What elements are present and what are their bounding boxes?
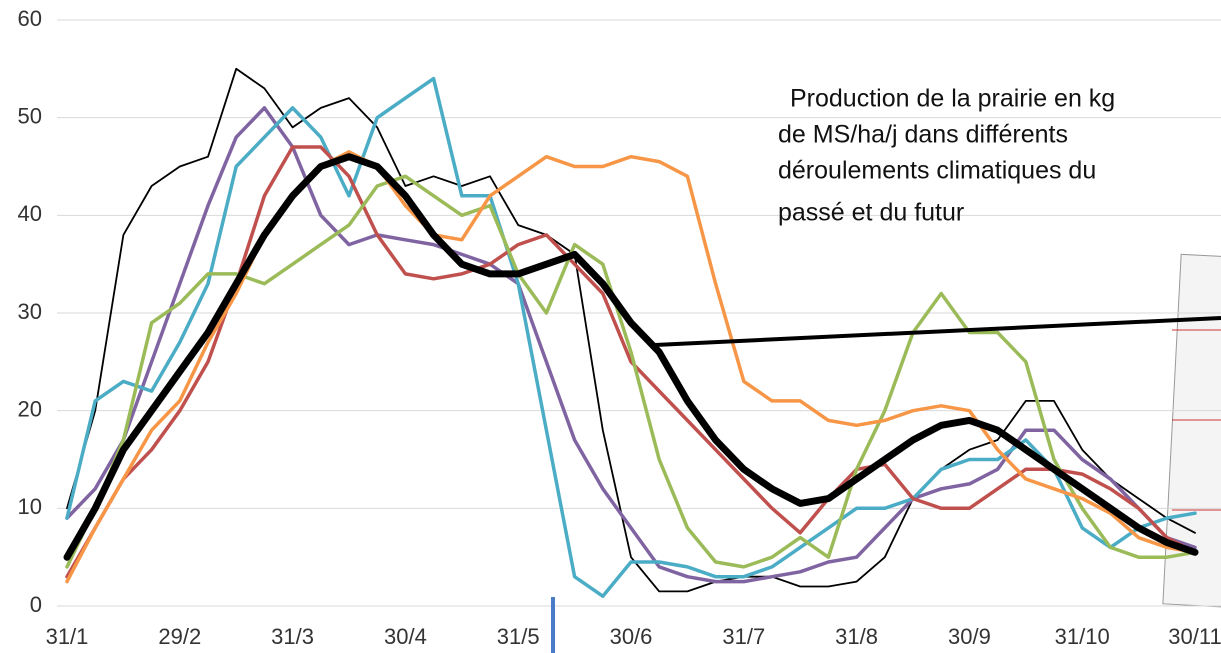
y-tick-label: 60 <box>18 6 42 31</box>
x-tick-label: 31/7 <box>722 624 765 649</box>
annotation: déroulements climatiques du <box>778 157 1096 185</box>
x-tick-label: 31/10 <box>1055 624 1110 649</box>
annotation: Production de la prairie en kg <box>790 85 1115 113</box>
y-tick-label: 40 <box>18 201 42 226</box>
y-tick-label: 0 <box>30 592 42 617</box>
x-tick-label: 30/4 <box>384 624 427 649</box>
x-tick-label: 30/9 <box>948 624 991 649</box>
x-tick-label: 30/6 <box>610 624 653 649</box>
series-line <box>65 145 1197 579</box>
x-tick-label: 31/8 <box>835 624 878 649</box>
series-line <box>63 153 1199 561</box>
x-tick-label: 31/3 <box>271 624 314 649</box>
x-tick-label: 30/11 <box>1168 624 1221 649</box>
x-tick-label: 29/2 <box>158 624 201 649</box>
inset-photo <box>1162 253 1221 608</box>
y-tick-label: 50 <box>18 103 42 128</box>
series-line <box>66 67 1196 593</box>
y-tick-label: 20 <box>18 396 42 421</box>
series-line <box>65 76 1197 598</box>
annotation: passé et du futur <box>778 199 964 227</box>
y-tick-label: 10 <box>18 494 42 519</box>
series-line <box>65 174 1197 569</box>
annotation: de MS/ha/j dans différents <box>778 121 1068 149</box>
pointer-line <box>654 316 1221 347</box>
x-tick-label: 31/5 <box>497 624 540 649</box>
series-line <box>65 106 1197 584</box>
y-tick-label: 30 <box>18 299 42 324</box>
x-tick-label: 31/1 <box>46 624 89 649</box>
